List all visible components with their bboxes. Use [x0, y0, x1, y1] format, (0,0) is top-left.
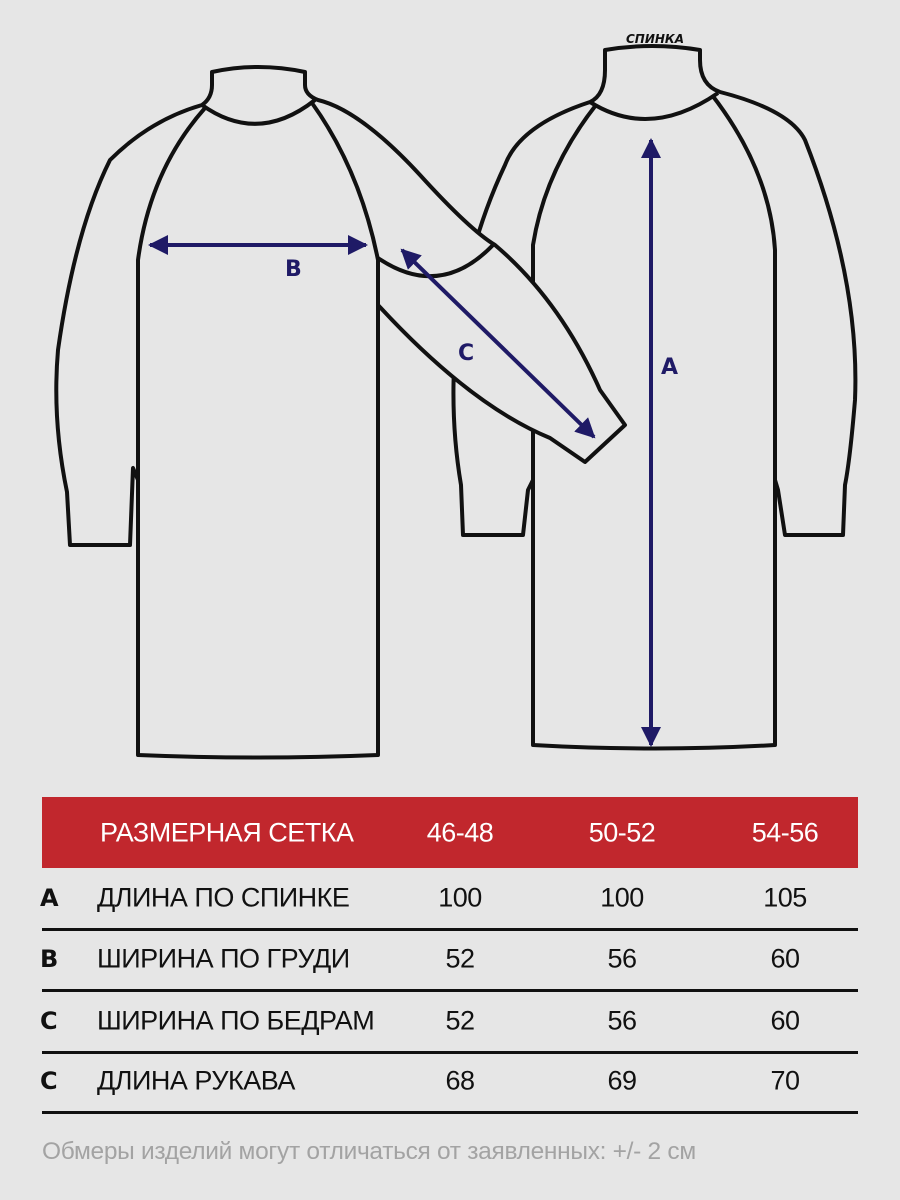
size-header: 54-56 — [751, 817, 819, 848]
row-label: ШИРИНА ПО ГРУДИ — [97, 943, 350, 974]
table-title: РАЗМЕРНАЯ СЕТКА — [100, 817, 354, 848]
row-key: C — [40, 1067, 58, 1095]
label-b: B — [285, 257, 302, 282]
front-view-garment — [54, 65, 627, 760]
table-cell: 52 — [445, 943, 475, 974]
table-cell: 100 — [600, 882, 644, 913]
row-label: ДЛИНА ПО СПИНКЕ — [97, 882, 350, 913]
table-cell: 70 — [770, 1065, 800, 1096]
arrow-c — [400, 248, 596, 439]
row-divider — [42, 1111, 858, 1114]
table-cell: 60 — [770, 1005, 800, 1036]
row-divider — [42, 928, 858, 931]
label-c: C — [458, 341, 474, 366]
table-cell: 68 — [445, 1065, 475, 1096]
size-table-header — [42, 797, 858, 868]
back-view-garment — [451, 44, 858, 751]
garment-diagram: B C A — [54, 44, 858, 760]
table-cell: 69 — [607, 1065, 637, 1096]
row-divider — [42, 989, 858, 992]
size-header: 46-48 — [426, 817, 494, 848]
size-header: 50-52 — [588, 817, 656, 848]
table-cell: 100 — [438, 882, 482, 913]
footnote: Обмеры изделий могут отличаться от заявл… — [42, 1138, 696, 1165]
table-cell: 52 — [445, 1005, 475, 1036]
label-a: A — [661, 355, 678, 380]
table-cell: 56 — [607, 1005, 637, 1036]
row-label: ДЛИНА РУКАВА — [97, 1065, 295, 1096]
table-cell: 60 — [770, 943, 800, 974]
table-cell: 56 — [607, 943, 637, 974]
row-label: ШИРИНА ПО БЕДРАМ — [97, 1005, 375, 1036]
row-key: C — [40, 1007, 58, 1035]
back-view-label: СПИНКА — [625, 32, 685, 46]
row-divider — [42, 1051, 858, 1054]
row-key: A — [40, 884, 59, 912]
table-cell: 105 — [763, 882, 807, 913]
row-key: B — [40, 945, 58, 973]
